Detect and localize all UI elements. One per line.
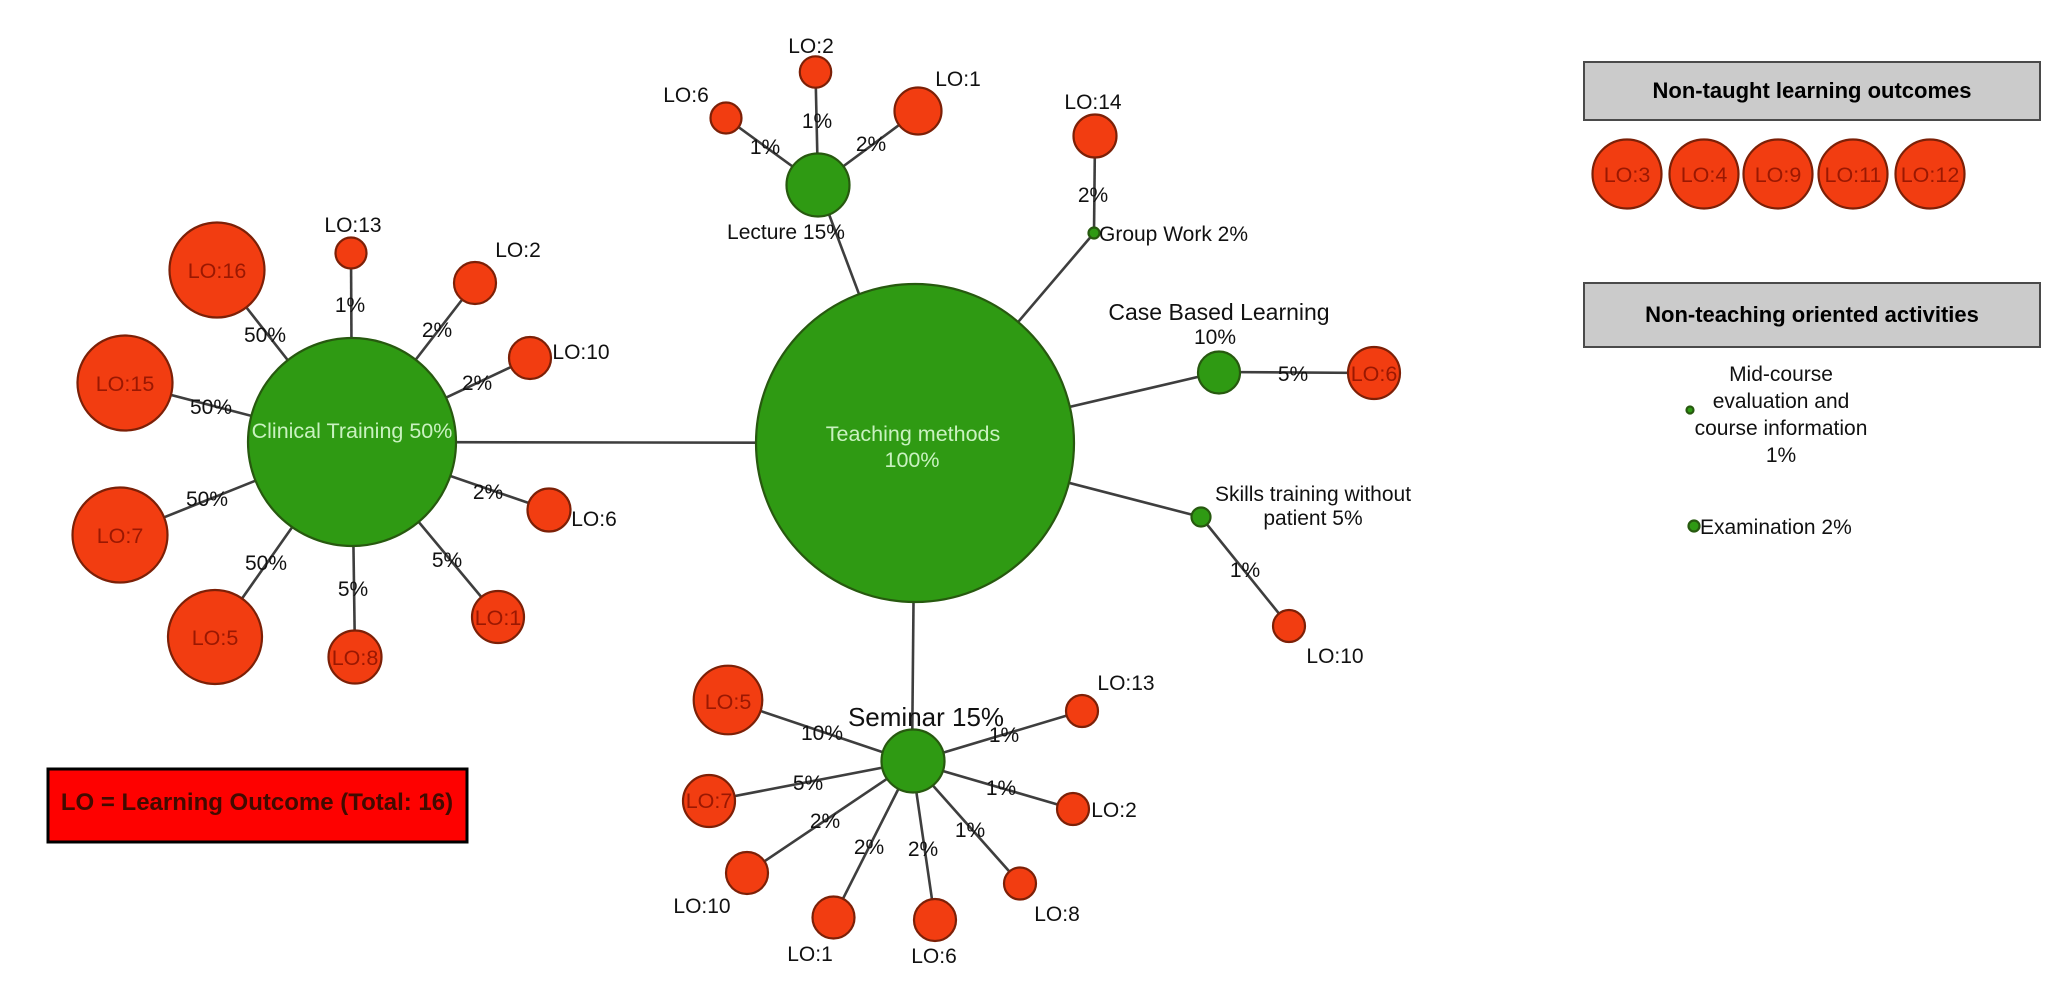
svg-text:Examination 2%: Examination 2% <box>1700 516 1852 539</box>
svg-text:LO:12: LO:12 <box>1901 163 1960 187</box>
svg-text:50%: 50% <box>190 396 232 419</box>
svg-text:LO:13: LO:13 <box>324 214 381 237</box>
svg-text:LO:1: LO:1 <box>787 943 833 966</box>
svg-text:LO:1: LO:1 <box>475 606 522 630</box>
svg-text:1%: 1% <box>1230 559 1260 582</box>
svg-text:50%: 50% <box>245 552 287 575</box>
svg-text:LO:6: LO:6 <box>911 945 957 968</box>
svg-text:Group Work 2%: Group Work 2% <box>1099 223 1248 246</box>
svg-text:50%: 50% <box>244 324 286 347</box>
svg-text:evaluation and: evaluation and <box>1713 390 1850 413</box>
svg-text:LO:9: LO:9 <box>1755 163 1802 187</box>
svg-text:LO:3: LO:3 <box>1604 163 1651 187</box>
svg-text:LO:11: LO:11 <box>1825 163 1882 187</box>
svg-text:5%: 5% <box>338 578 368 601</box>
svg-text:LO:10: LO:10 <box>1306 645 1363 668</box>
svg-text:LO:15: LO:15 <box>96 372 155 396</box>
svg-text:10%: 10% <box>1194 326 1236 349</box>
svg-text:LO:8: LO:8 <box>332 646 379 670</box>
svg-text:2%: 2% <box>422 319 452 342</box>
svg-text:1%: 1% <box>750 136 780 159</box>
svg-text:2%: 2% <box>1078 184 1108 207</box>
svg-text:2%: 2% <box>462 372 492 395</box>
svg-text:1%: 1% <box>989 724 1019 747</box>
svg-text:LO:6: LO:6 <box>571 508 617 531</box>
svg-text:LO:16: LO:16 <box>188 259 247 283</box>
svg-text:LO:2: LO:2 <box>495 239 541 262</box>
svg-text:LO:7: LO:7 <box>686 789 733 813</box>
svg-text:LO:5: LO:5 <box>705 690 752 714</box>
svg-text:LO:8: LO:8 <box>1034 903 1080 926</box>
svg-text:Seminar 15%: Seminar 15% <box>848 702 1004 732</box>
svg-text:1%: 1% <box>335 294 365 317</box>
svg-text:10%: 10% <box>801 722 843 745</box>
svg-text:LO:6: LO:6 <box>1351 362 1398 386</box>
svg-text:100%: 100% <box>885 448 940 472</box>
svg-text:LO:10: LO:10 <box>552 341 609 364</box>
svg-text:LO:2: LO:2 <box>1091 799 1137 822</box>
svg-text:Mid-course: Mid-course <box>1729 363 1833 386</box>
svg-text:LO:6: LO:6 <box>663 84 709 107</box>
svg-text:2%: 2% <box>908 838 938 861</box>
svg-text:2%: 2% <box>473 481 503 504</box>
svg-text:5%: 5% <box>793 772 823 795</box>
svg-text:LO:2: LO:2 <box>788 35 834 58</box>
svg-text:patient 5%: patient 5% <box>1263 507 1362 530</box>
svg-text:LO:4: LO:4 <box>1681 163 1728 187</box>
svg-text:LO:13: LO:13 <box>1097 672 1154 695</box>
svg-text:1%: 1% <box>802 110 832 133</box>
svg-text:2%: 2% <box>854 836 884 859</box>
svg-text:2%: 2% <box>810 810 840 833</box>
svg-text:50%: 50% <box>186 488 228 511</box>
svg-text:Case Based Learning: Case Based Learning <box>1108 299 1329 325</box>
svg-text:course information: course information <box>1695 417 1868 440</box>
svg-text:2%: 2% <box>856 133 886 156</box>
svg-text:Non-teaching oriented activiti: Non-teaching oriented activities <box>1645 302 1979 327</box>
svg-text:Skills training without: Skills training without <box>1215 483 1411 506</box>
svg-text:1%: 1% <box>1766 444 1796 467</box>
svg-text:LO = Learning Outcome (Total:: LO = Learning Outcome (Total: 16) <box>61 789 453 816</box>
svg-text:LO:14: LO:14 <box>1064 91 1122 114</box>
svg-text:5%: 5% <box>1278 363 1308 386</box>
svg-text:LO:7: LO:7 <box>97 524 144 548</box>
svg-text:LO:1: LO:1 <box>935 68 981 91</box>
svg-text:1%: 1% <box>986 777 1016 800</box>
svg-text:LO:10: LO:10 <box>673 895 730 918</box>
svg-text:Clinical Training 50%: Clinical Training 50% <box>252 419 453 443</box>
svg-text:5%: 5% <box>432 549 462 572</box>
svg-text:LO:5: LO:5 <box>192 626 239 650</box>
svg-text:Non-taught learning outcomes: Non-taught learning outcomes <box>1653 78 1972 103</box>
svg-text:1%: 1% <box>955 819 985 842</box>
svg-text:Teaching methods: Teaching methods <box>826 422 1001 446</box>
svg-text:Lecture 15%: Lecture 15% <box>727 221 845 244</box>
